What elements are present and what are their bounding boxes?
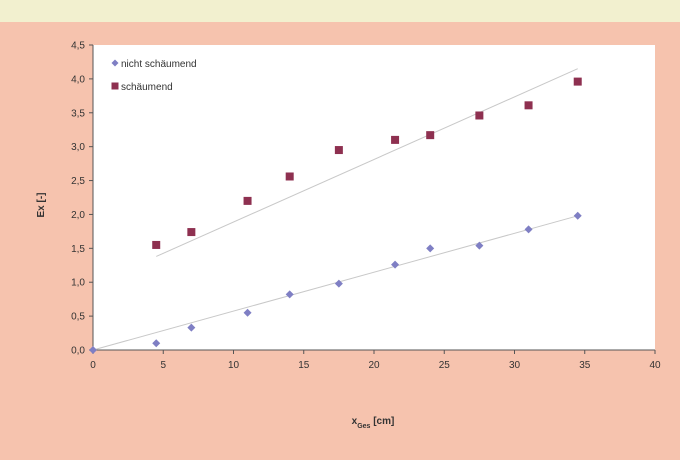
data-point-square (152, 240, 161, 249)
top-band (0, 0, 680, 22)
y-tick-label: 1,0 (71, 278, 85, 289)
legend-item-nicht-schaumend: nicht schäumend (111, 59, 197, 70)
trendlines (92, 68, 578, 351)
data-point-square (187, 228, 196, 237)
legend-label: schäumend (121, 82, 173, 93)
y-ticks: 0,0 0,5 1,0 1,5 2,0 2,5 3,0 3,5 4,0 4,5 (71, 41, 93, 357)
x-tick-label: 5 (160, 360, 166, 371)
y-tick-label: 4,0 (71, 74, 85, 85)
trendline (92, 215, 578, 351)
x-tick-label: 30 (509, 360, 521, 371)
x-tick-label: 0 (90, 360, 96, 371)
x-tick-label: 40 (649, 360, 661, 371)
data-point-square (573, 77, 582, 86)
x-tick-label: 10 (228, 360, 240, 371)
data-point-diamond (152, 339, 161, 348)
data-point-diamond (89, 346, 97, 354)
data-point-square (426, 131, 435, 140)
data-point-diamond (524, 225, 533, 234)
y-tick-label: 3,0 (71, 142, 85, 153)
y-tick-label: 3,5 (71, 108, 85, 119)
data-point-diamond (573, 211, 582, 220)
x-tick-label: 15 (298, 360, 310, 371)
data-point-square (243, 196, 252, 205)
data-point-diamond (285, 290, 294, 299)
y-tick-label: 0,0 (71, 346, 85, 357)
x-axis-label: xGes [cm] (352, 416, 395, 430)
y-tick-label: 0,5 (71, 312, 85, 323)
data-point-diamond (243, 308, 252, 317)
data-point-square (524, 101, 533, 110)
data-point-square (391, 135, 400, 144)
data-point-diamond (334, 279, 343, 288)
x-tick-label: 20 (368, 360, 380, 371)
x-ticks: 0 5 10 15 20 25 30 35 40 (90, 350, 661, 371)
data-point-diamond (187, 323, 196, 332)
legend: nicht schäumend schäumend (111, 59, 197, 93)
trendline (156, 68, 578, 257)
x-tick-label: 35 (579, 360, 591, 371)
data-point-diamond (426, 244, 435, 253)
y-tick-label: 4,5 (71, 41, 85, 52)
data-points (89, 77, 582, 354)
y-tick-label: 2,5 (71, 176, 85, 187)
legend-label: nicht schäumend (121, 59, 197, 70)
axes (92, 45, 655, 351)
data-point-square (334, 146, 343, 155)
data-point-square (475, 111, 484, 120)
y-axis-label: Ex [-] (36, 193, 47, 218)
x-tick-label: 25 (439, 360, 451, 371)
data-point-square (285, 172, 294, 181)
diamond-marker-icon (111, 59, 119, 67)
square-marker-icon (111, 82, 119, 90)
y-tick-label: 2,0 (71, 210, 85, 221)
y-tick-label: 1,5 (71, 244, 85, 255)
data-point-diamond (391, 260, 400, 269)
legend-item-schaumend: schäumend (111, 82, 173, 93)
data-point-diamond (475, 241, 484, 250)
plot-area (93, 45, 655, 350)
